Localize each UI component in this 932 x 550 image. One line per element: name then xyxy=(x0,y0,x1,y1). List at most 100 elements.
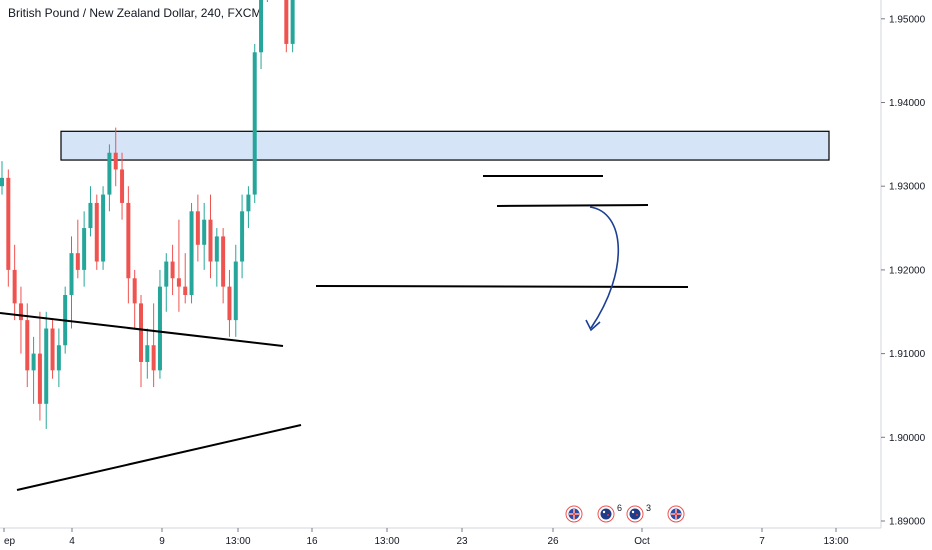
event-count: 6 xyxy=(617,503,622,513)
candle-body xyxy=(94,202,99,262)
candle-body xyxy=(31,353,36,371)
candle-body xyxy=(12,269,17,304)
time-axis[interactable]: ep 4 9 13:00 16 13:00 23 26 Oct 7 13:00 xyxy=(0,527,881,547)
price-tick-label: 1.95000 xyxy=(889,14,926,25)
candle xyxy=(120,152,125,220)
candle-body xyxy=(82,228,87,270)
chart-title: British Pound / New Zealand Dollar, 240,… xyxy=(8,6,262,20)
candle-body xyxy=(240,211,245,262)
projection-arrow[interactable] xyxy=(589,206,620,329)
candle xyxy=(208,194,213,279)
candle-body xyxy=(202,219,207,245)
breakdown-line[interactable] xyxy=(496,204,649,207)
support-line[interactable] xyxy=(315,285,689,288)
candle xyxy=(233,244,238,337)
candle-body xyxy=(69,253,74,296)
candle-body xyxy=(25,320,30,371)
candle-body xyxy=(221,236,226,287)
event-marker[interactable]: 3 xyxy=(626,503,651,523)
candle-body xyxy=(233,261,238,321)
candle-body xyxy=(75,253,80,270)
candle xyxy=(259,0,264,70)
candle-body xyxy=(18,303,23,321)
candle-body xyxy=(101,194,106,262)
arrow-head-icon xyxy=(585,319,601,332)
candle xyxy=(240,194,245,279)
candle xyxy=(176,219,181,312)
candle-body xyxy=(284,0,289,44)
price-axis[interactable]: 2.010002.000001.990001.980001.970001.960… xyxy=(880,0,932,528)
time-tick-label: 13:00 xyxy=(374,536,399,547)
time-tick-label: 23 xyxy=(456,536,468,547)
candle xyxy=(31,336,36,404)
price-tick-label: 1.94000 xyxy=(889,98,926,109)
support-zone-box[interactable] xyxy=(60,130,830,161)
price-tick-label: 1.92000 xyxy=(889,265,926,276)
candle xyxy=(266,0,268,3)
candle-body xyxy=(6,177,11,270)
candle xyxy=(18,286,23,354)
candle-body xyxy=(0,177,4,187)
candle-body xyxy=(145,345,150,362)
candle-body xyxy=(214,236,219,262)
candle xyxy=(0,161,4,195)
candle xyxy=(145,328,150,379)
candle-body xyxy=(189,211,194,296)
ascending-trendline[interactable] xyxy=(16,424,302,491)
candle xyxy=(195,194,200,262)
candle-body xyxy=(176,278,181,287)
candle xyxy=(101,186,106,270)
price-tick-label: 1.90000 xyxy=(889,433,926,444)
candle xyxy=(56,328,61,388)
candle-body xyxy=(132,278,137,304)
time-tick-label: Oct xyxy=(634,536,650,547)
candle-body xyxy=(151,345,156,371)
candle xyxy=(227,269,232,337)
candle xyxy=(151,303,156,388)
nz-flag-icon xyxy=(629,508,641,520)
candle xyxy=(88,186,93,237)
candle xyxy=(170,244,175,296)
candle xyxy=(25,303,30,388)
candle-body xyxy=(208,219,213,262)
candle-body xyxy=(252,52,257,195)
candle xyxy=(132,269,137,329)
candle xyxy=(107,144,112,212)
time-tick-label: 7 xyxy=(759,536,765,547)
candle xyxy=(44,311,49,429)
time-tick-label: 4 xyxy=(69,536,75,547)
time-tick-label: 13:00 xyxy=(225,536,250,547)
price-tick-label: 1.93000 xyxy=(889,182,926,193)
candle xyxy=(157,269,162,379)
event-marker[interactable]: 6 xyxy=(597,503,622,523)
candle xyxy=(126,186,131,304)
candle xyxy=(290,0,295,53)
descending-trendline[interactable] xyxy=(0,312,284,347)
candle xyxy=(189,202,194,304)
candle xyxy=(6,169,11,287)
candle xyxy=(69,236,74,329)
time-tick-label: 13:00 xyxy=(823,536,848,547)
candle-body xyxy=(139,303,143,362)
event-marker[interactable] xyxy=(565,505,583,523)
event-count: 3 xyxy=(646,503,651,513)
gb-flag-icon xyxy=(568,508,580,520)
event-marker[interactable] xyxy=(667,505,685,523)
drawings xyxy=(0,175,689,491)
candle-body xyxy=(290,0,295,44)
candle-body xyxy=(126,202,131,279)
gb-flag-icon xyxy=(670,508,682,520)
candle xyxy=(202,202,207,270)
candle xyxy=(284,0,289,53)
candle-body xyxy=(259,0,264,53)
time-tick-label: ep xyxy=(4,536,16,547)
candle xyxy=(221,228,226,304)
candle xyxy=(37,311,42,421)
candle-body xyxy=(195,211,200,245)
candle-body xyxy=(107,152,112,195)
price-tick-label: 1.89000 xyxy=(889,517,926,528)
candle-body xyxy=(170,261,175,279)
candle xyxy=(94,194,99,270)
